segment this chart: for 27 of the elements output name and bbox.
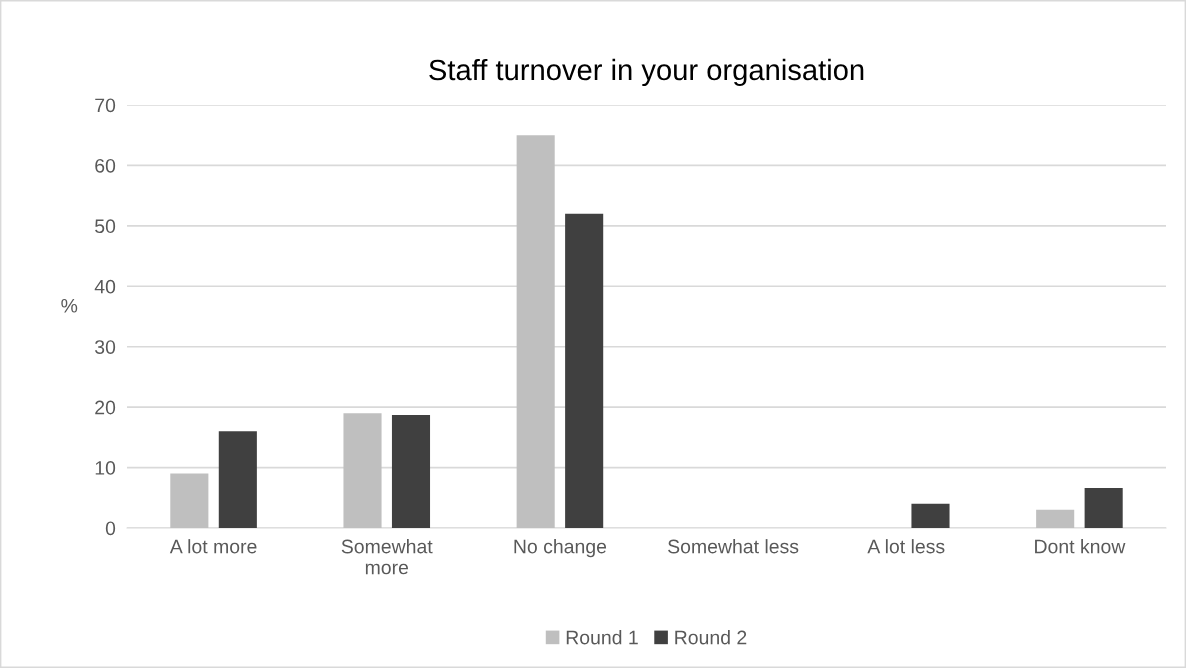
- y-tick-label: 40: [94, 279, 116, 294]
- y-tick-label: 60: [95, 158, 116, 173]
- x-tick-label: A lot less: [867, 539, 945, 554]
- y-tick-label: 70: [95, 98, 116, 113]
- bar: [343, 413, 382, 528]
- x-tick-label: Somewhat less: [668, 539, 799, 554]
- y-tick-label: 20: [95, 400, 116, 415]
- bar: [170, 473, 209, 528]
- bar: [516, 135, 555, 528]
- bar: [1084, 488, 1123, 528]
- bar: [911, 503, 950, 528]
- y-tick-label: 10: [95, 461, 116, 475]
- bar: [391, 415, 431, 528]
- y-tick-label: 0: [105, 521, 116, 536]
- bar: [218, 431, 257, 528]
- y-axis-title: %: [61, 298, 78, 313]
- bar: [565, 213, 604, 528]
- y-tick-label: 50: [95, 219, 116, 234]
- x-tick-label: No change: [514, 539, 607, 558]
- y-tick-label: 30: [95, 340, 116, 354]
- chart-title: Staff turnover in your organisation: [429, 58, 864, 87]
- legend-label: Round 1: [566, 630, 638, 645]
- x-tick-label: A lot more: [169, 539, 257, 554]
- x-tick-label: Somewhat more: [341, 539, 433, 575]
- x-tick-label: Dont know: [1035, 539, 1126, 554]
- legend-label: Round 2: [675, 630, 747, 645]
- bar: [1036, 509, 1075, 528]
